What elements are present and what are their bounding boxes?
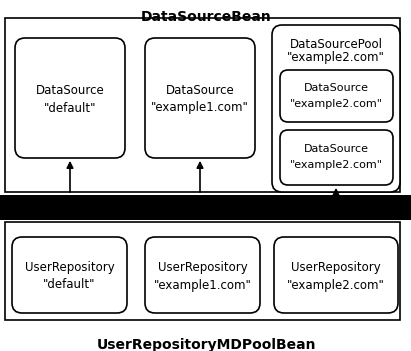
Text: "example1.com": "example1.com" (154, 278, 252, 291)
FancyBboxPatch shape (280, 130, 393, 185)
Text: DataSource: DataSource (166, 84, 234, 97)
Text: DataSource: DataSource (36, 84, 104, 97)
Bar (5, 18, 400, 192)
Text: "example2.com": "example2.com" (290, 160, 383, 171)
Text: "example1.com": "example1.com" (151, 101, 249, 114)
Text: "default": "default" (44, 101, 96, 114)
FancyBboxPatch shape (12, 237, 127, 313)
Text: "example2.com": "example2.com" (287, 52, 385, 65)
FancyBboxPatch shape (272, 25, 400, 192)
Text: DataSourceBean: DataSourceBean (141, 10, 271, 24)
Text: "example2.com": "example2.com" (287, 278, 385, 291)
FancyBboxPatch shape (15, 38, 125, 158)
Text: UserRepository: UserRepository (158, 260, 247, 273)
FancyBboxPatch shape (145, 237, 260, 313)
Bar (5, 222, 400, 320)
Text: DataSource: DataSource (304, 145, 369, 154)
Bar (0, 195, 411, 220)
Text: "example2.com": "example2.com" (290, 99, 383, 109)
Text: UserRepositoryMDPoolBean: UserRepositoryMDPoolBean (96, 338, 316, 351)
Text: UserRepository: UserRepository (291, 260, 381, 273)
Text: DataSource: DataSource (304, 83, 369, 93)
Text: UserRepository: UserRepository (25, 260, 114, 273)
FancyBboxPatch shape (274, 237, 398, 313)
FancyBboxPatch shape (280, 70, 393, 122)
Text: DataSourcePool: DataSourcePool (289, 39, 383, 52)
Text: "default": "default" (43, 278, 96, 291)
FancyBboxPatch shape (145, 38, 255, 158)
